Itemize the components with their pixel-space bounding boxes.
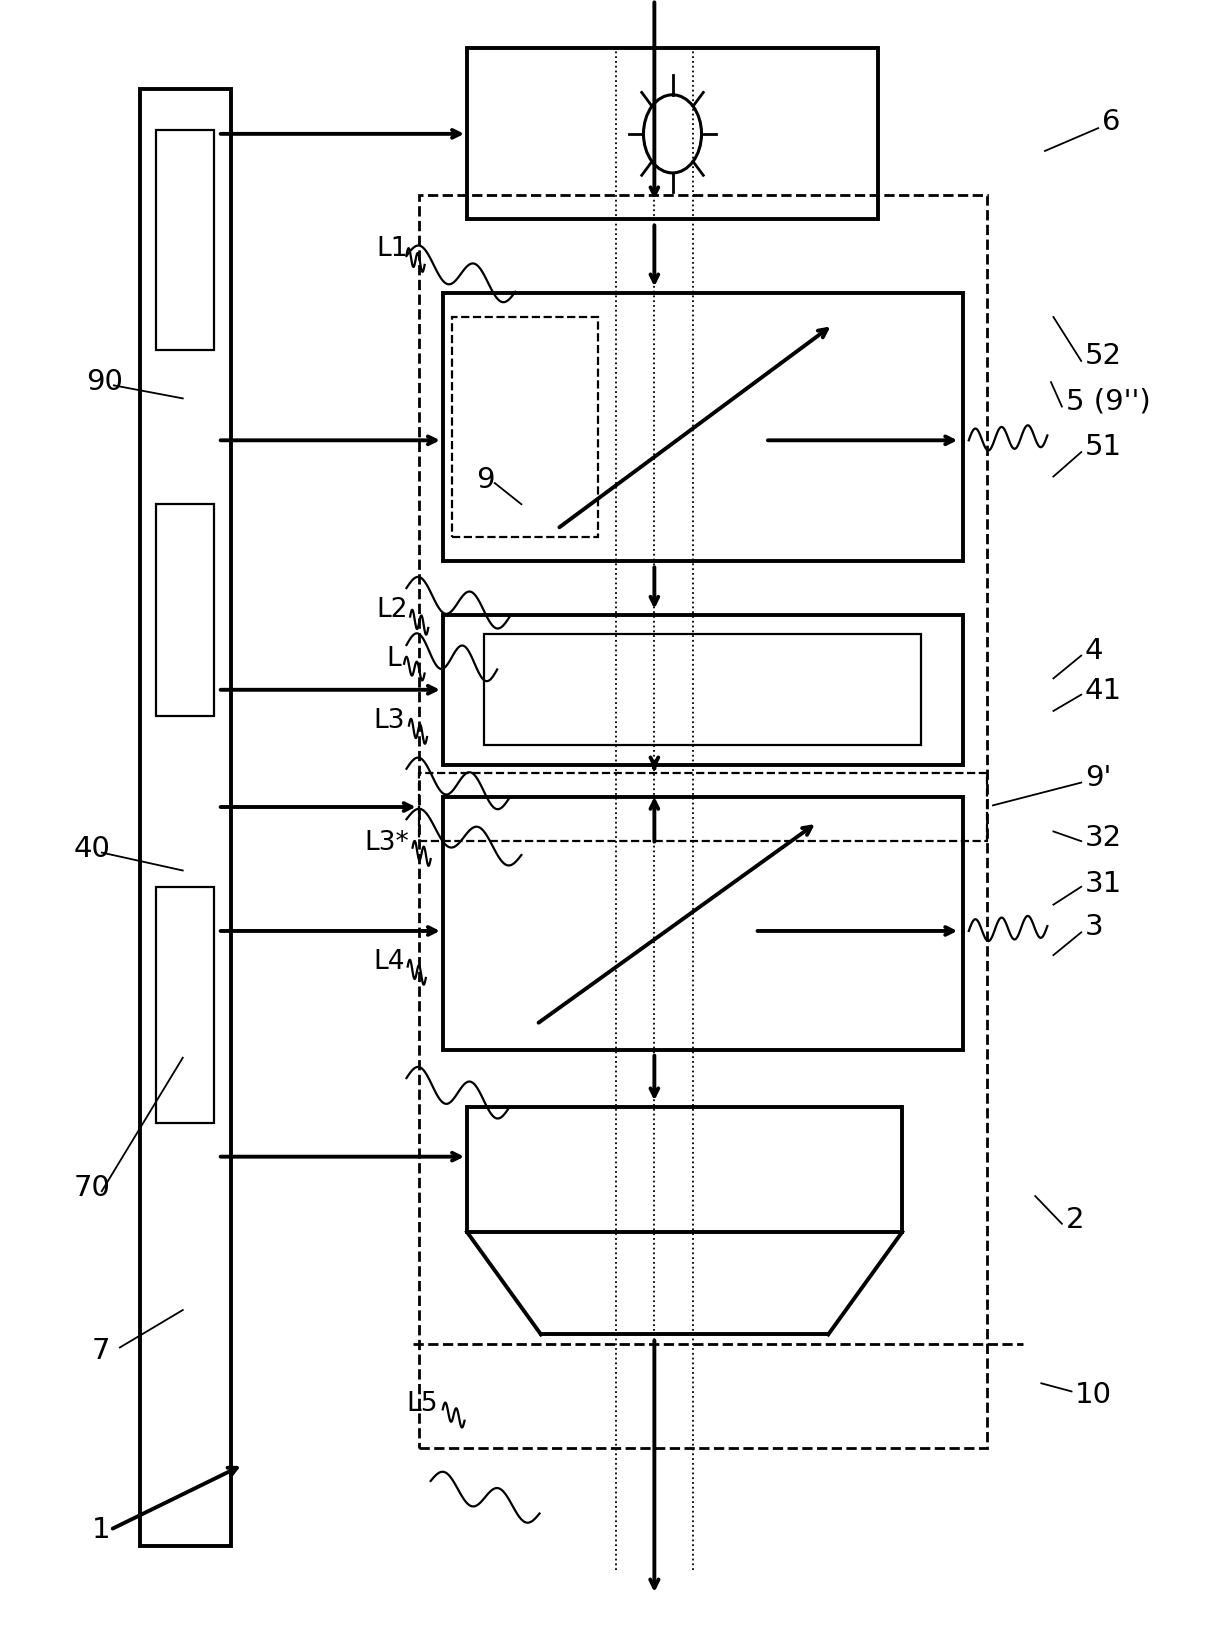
FancyBboxPatch shape bbox=[467, 49, 877, 219]
Text: 5 (9''): 5 (9'') bbox=[1065, 388, 1150, 416]
Text: 10: 10 bbox=[1075, 1380, 1113, 1409]
Text: 6: 6 bbox=[1102, 108, 1120, 136]
FancyBboxPatch shape bbox=[442, 293, 962, 561]
FancyBboxPatch shape bbox=[442, 797, 962, 1049]
FancyBboxPatch shape bbox=[141, 88, 231, 1545]
FancyBboxPatch shape bbox=[156, 129, 215, 350]
FancyBboxPatch shape bbox=[467, 1107, 902, 1233]
Text: L2: L2 bbox=[376, 598, 407, 624]
Text: 4: 4 bbox=[1085, 637, 1103, 665]
Text: L: L bbox=[385, 647, 401, 671]
Text: 31: 31 bbox=[1085, 869, 1122, 897]
Text: L3: L3 bbox=[373, 707, 405, 733]
Text: 52: 52 bbox=[1085, 342, 1122, 370]
FancyBboxPatch shape bbox=[156, 504, 215, 715]
Text: L3*: L3* bbox=[364, 830, 408, 856]
Text: L5: L5 bbox=[406, 1391, 438, 1418]
Text: 41: 41 bbox=[1085, 678, 1122, 706]
FancyBboxPatch shape bbox=[442, 616, 962, 764]
Text: 3: 3 bbox=[1085, 913, 1103, 941]
Text: 90: 90 bbox=[86, 368, 122, 396]
Text: 9: 9 bbox=[476, 467, 496, 494]
Text: 2: 2 bbox=[1065, 1206, 1084, 1234]
Text: 9': 9' bbox=[1085, 764, 1111, 792]
Text: 7: 7 bbox=[92, 1337, 110, 1365]
FancyBboxPatch shape bbox=[485, 635, 921, 745]
Text: 40: 40 bbox=[74, 835, 110, 863]
Text: 70: 70 bbox=[74, 1174, 110, 1202]
Text: 1: 1 bbox=[92, 1516, 110, 1544]
Text: 51: 51 bbox=[1085, 434, 1122, 462]
Text: 32: 32 bbox=[1085, 823, 1122, 851]
Text: L4: L4 bbox=[373, 949, 405, 974]
Text: L1: L1 bbox=[376, 236, 407, 262]
FancyBboxPatch shape bbox=[156, 887, 215, 1123]
